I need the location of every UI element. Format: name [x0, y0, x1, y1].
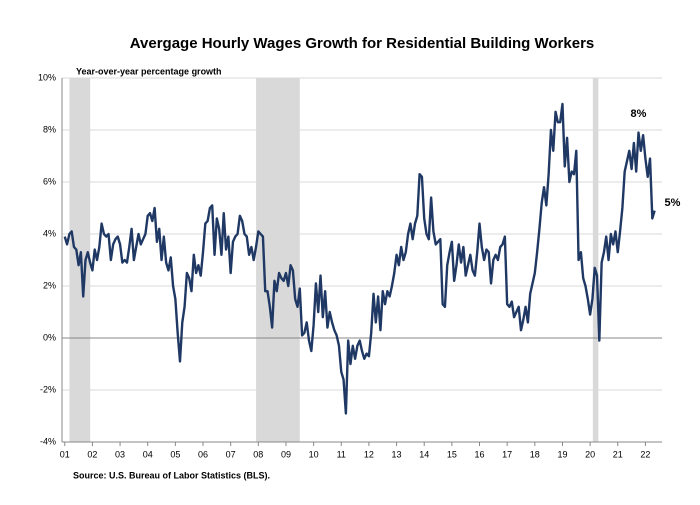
y-tick-label: 0%: [43, 332, 56, 342]
x-tick-label: 13: [392, 449, 402, 459]
recession-shade: [256, 78, 300, 442]
x-tick-label: 06: [198, 449, 208, 459]
x-tick-label: 20: [585, 449, 595, 459]
x-tick-label: 08: [253, 449, 263, 459]
x-tick-label: 16: [475, 449, 485, 459]
y-tick-label: -4%: [40, 436, 56, 446]
x-tick-label: 17: [502, 449, 512, 459]
chart-title: Avergage Hourly Wages Growth for Residen…: [130, 35, 595, 52]
x-tick-label: 01: [60, 449, 70, 459]
x-tick-label: 02: [87, 449, 97, 459]
x-tick-label: 15: [447, 449, 457, 459]
chart-subtitle: Year-over-year percentage growth: [76, 66, 222, 76]
y-tick-label: 4%: [43, 228, 56, 238]
y-tick-label: 10%: [38, 72, 56, 82]
x-tick-label: 21: [613, 449, 623, 459]
y-tick-label: 2%: [43, 280, 56, 290]
x-tick-label: 11: [337, 449, 346, 459]
x-tick-label: 09: [281, 449, 291, 459]
x-tick-label: 03: [115, 449, 125, 459]
annotation: 5%: [665, 197, 681, 209]
x-tick-label: 07: [226, 449, 236, 459]
x-tick-label: 10: [309, 449, 319, 459]
y-tick-label: -2%: [40, 384, 56, 394]
y-tick-label: 8%: [43, 124, 56, 134]
recession-shade: [592, 78, 599, 442]
data-line: [63, 102, 656, 415]
x-tick-label: 18: [530, 449, 540, 459]
x-tick-label: 12: [364, 449, 374, 459]
x-tick-label: 14: [419, 449, 429, 459]
x-tick-label: 19: [557, 449, 567, 459]
x-tick-label: 04: [143, 449, 153, 459]
annotation: 8%: [631, 108, 647, 120]
source-note: Source: U.S. Bureau of Labor Statistics …: [73, 470, 270, 480]
x-tick-label: 22: [640, 449, 650, 459]
y-tick-label: 6%: [43, 176, 56, 186]
x-tick-label: 05: [170, 449, 180, 459]
